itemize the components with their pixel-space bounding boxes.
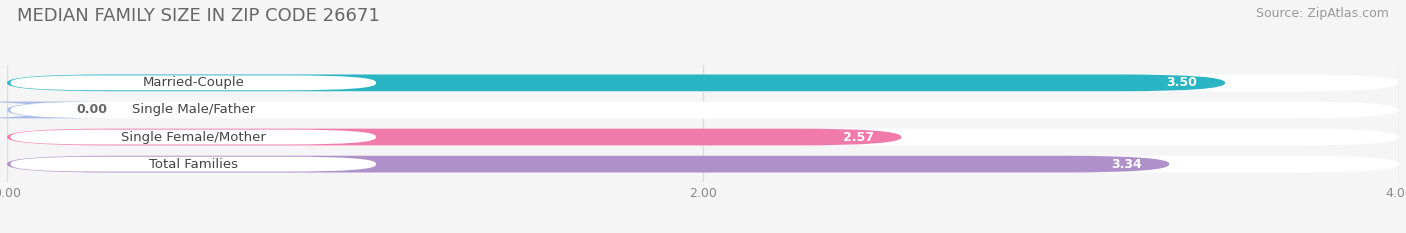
Text: 3.34: 3.34	[1111, 158, 1142, 171]
FancyBboxPatch shape	[10, 157, 375, 171]
FancyBboxPatch shape	[10, 130, 375, 144]
Text: MEDIAN FAMILY SIZE IN ZIP CODE 26671: MEDIAN FAMILY SIZE IN ZIP CODE 26671	[17, 7, 380, 25]
FancyBboxPatch shape	[7, 75, 1225, 91]
Text: Single Male/Father: Single Male/Father	[132, 103, 254, 116]
Text: Total Families: Total Families	[149, 158, 238, 171]
FancyBboxPatch shape	[7, 75, 1399, 91]
FancyBboxPatch shape	[0, 102, 111, 118]
Text: 3.50: 3.50	[1166, 76, 1197, 89]
Text: Married-Couple: Married-Couple	[142, 76, 245, 89]
FancyBboxPatch shape	[7, 129, 1399, 145]
Text: 2.57: 2.57	[842, 130, 873, 144]
FancyBboxPatch shape	[7, 156, 1170, 172]
Text: Single Female/Mother: Single Female/Mother	[121, 130, 266, 144]
Text: 0.00: 0.00	[77, 103, 108, 116]
FancyBboxPatch shape	[10, 103, 375, 117]
FancyBboxPatch shape	[7, 156, 1399, 172]
Text: Source: ZipAtlas.com: Source: ZipAtlas.com	[1256, 7, 1389, 20]
FancyBboxPatch shape	[10, 75, 375, 90]
FancyBboxPatch shape	[7, 102, 1399, 118]
FancyBboxPatch shape	[7, 129, 901, 145]
